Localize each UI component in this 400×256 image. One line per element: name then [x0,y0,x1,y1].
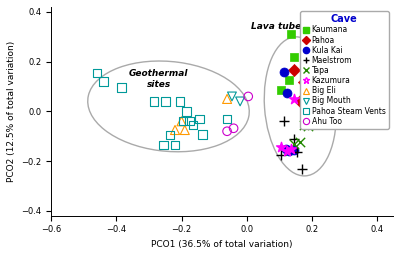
Point [297,99,304,103]
Point [290,148,297,152]
Point [290,142,297,146]
Point [224,129,230,133]
Point [287,32,294,36]
Point [300,123,307,127]
Text: Lava tubes: Lava tubes [251,22,307,31]
Point [186,119,193,123]
Point [310,81,316,85]
Point [278,153,284,157]
Point [200,132,206,136]
Point [308,63,315,67]
Point [162,99,168,103]
Point [151,99,157,103]
Y-axis label: PCO2 (12.5% of total variation): PCO2 (12.5% of total variation) [7,41,16,182]
Point [118,86,124,90]
Point [297,140,304,144]
Point [190,123,196,127]
Point [294,150,300,154]
Point [286,78,292,82]
Point [182,128,188,132]
Point [180,119,186,123]
Point [224,97,230,101]
Point [196,117,203,121]
Point [290,68,297,72]
X-axis label: PCO1 (36.5% of total variation): PCO1 (36.5% of total variation) [152,240,293,249]
Point [230,126,237,130]
Point [160,143,167,147]
Point [237,99,243,103]
Point [299,166,305,170]
Point [286,149,292,153]
Point [305,124,312,128]
Point [281,70,287,74]
Point [278,145,284,150]
Point [287,147,294,151]
Legend: Kaumana, Pahoa, Kula Kai, Maelstrom, Tapa, Kazumura, Big Eli, Big Mouth, Pahoa S: Kaumana, Pahoa, Kula Kai, Maelstrom, Tap… [300,11,388,129]
Point [290,97,297,101]
Point [183,109,190,113]
Point [229,94,235,99]
Point [290,137,297,141]
Point [178,119,185,123]
Text: Geothermal
sites: Geothermal sites [129,69,188,89]
Point [284,149,290,153]
Point [300,79,307,83]
Point [284,91,290,95]
Point [290,55,297,59]
Point [245,94,252,99]
Point [172,143,178,147]
Point [167,133,173,137]
Point [282,147,289,151]
Point [281,119,287,123]
Point [278,88,284,92]
Point [317,81,323,85]
Point [172,128,178,132]
Point [307,63,313,67]
Point [224,117,230,121]
Point [100,79,107,83]
Point [94,71,100,75]
Point [177,99,183,103]
